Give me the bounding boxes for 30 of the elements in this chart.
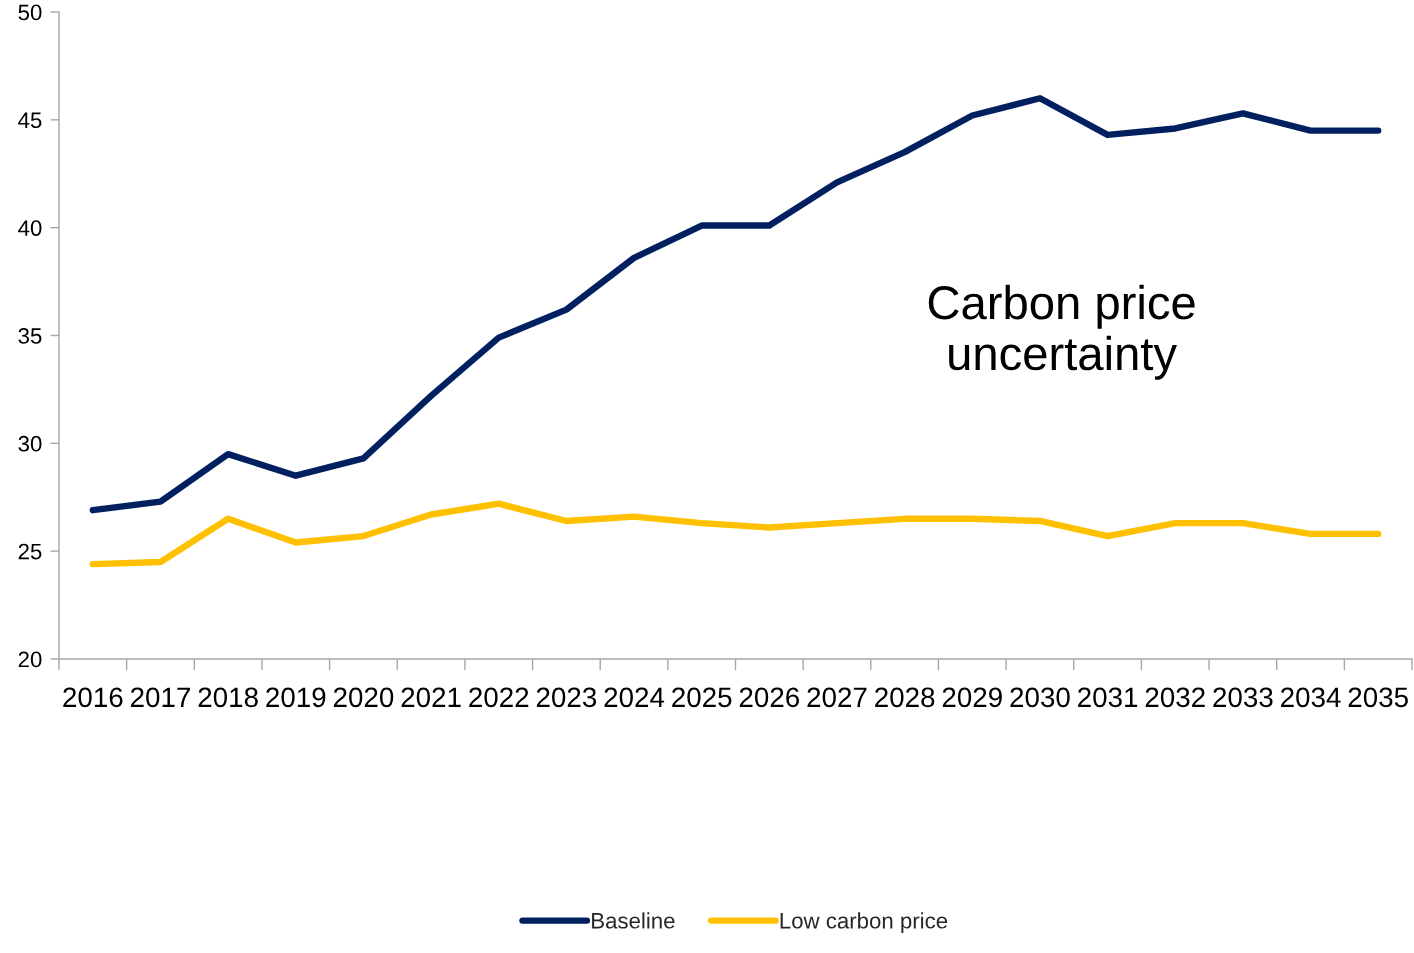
y-tick-label: 40 [18, 220, 42, 236]
x-tick-label: 2031 [1078, 687, 1138, 708]
x-tick-label: 2026 [739, 687, 799, 708]
x-tick-label: 2024 [604, 687, 665, 708]
y-tick-label: 35 [18, 328, 42, 344]
x-tick-label: 2021 [401, 687, 461, 708]
y-tick-label: 20 [18, 651, 42, 668]
y-tick-label: 45 [18, 112, 42, 129]
x-tick-label: 2029 [942, 687, 1002, 708]
x-tick-label: 2019 [266, 687, 326, 708]
x-tick-label: 2030 [1010, 687, 1070, 708]
x-tick-label: 2028 [875, 687, 935, 708]
x-tick-label: 2020 [333, 687, 394, 708]
x-tick-label: 2025 [672, 687, 732, 708]
x-tick-label: 2032 [1145, 687, 1205, 708]
x-tick-label: 2027 [807, 687, 867, 708]
x-tick-label: 2034 [1281, 687, 1341, 708]
x-tick-label: 2017 [130, 687, 190, 708]
x-tick-label: 2033 [1213, 687, 1273, 708]
annotation: Carbon price uncertainty [928, 284, 1195, 380]
x-tick-label: 2018 [198, 687, 258, 708]
legend-label: Low carbon price [780, 912, 948, 933]
legend-label: Baseline [592, 912, 675, 929]
x-tick-label: 2016 [63, 687, 123, 708]
y-tick-label: 50 [18, 4, 42, 21]
x-tick-label: 2023 [536, 687, 597, 708]
x-tick-label: 2035 [1348, 687, 1408, 708]
x-tick-label: 2022 [469, 687, 529, 708]
y-tick-label: 30 [18, 435, 42, 452]
y-tick-label: 25 [18, 543, 42, 560]
